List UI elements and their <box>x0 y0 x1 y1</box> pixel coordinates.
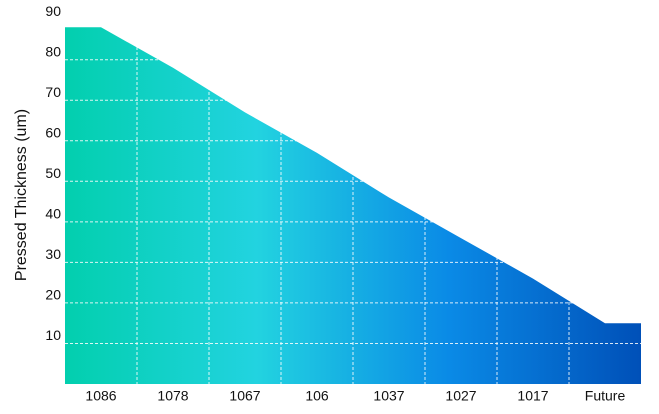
y-tick-label: 60 <box>45 124 61 140</box>
y-tick-label: 20 <box>45 287 61 303</box>
y-tick-label: 30 <box>45 246 61 262</box>
x-tick-label: 1078 <box>157 388 188 404</box>
x-tick-label: 1037 <box>373 388 404 404</box>
y-tick-label: 40 <box>45 206 61 222</box>
x-tick-label: 106 <box>305 388 329 404</box>
y-axis-label: Pressed Thickness (um) <box>13 109 30 281</box>
x-tick-label: 1086 <box>85 388 116 404</box>
y-tick-label: 10 <box>45 327 61 343</box>
area <box>65 27 641 384</box>
x-tick-label: Future <box>585 388 626 404</box>
y-tick-label: 70 <box>45 84 61 100</box>
y-tick-label: 50 <box>45 165 61 181</box>
x-tick-label: 1017 <box>517 388 548 404</box>
y-tick-label: 90 <box>45 3 61 19</box>
y-tick-label: 80 <box>45 43 61 59</box>
x-tick-label: 1027 <box>445 388 476 404</box>
x-tick-label: 1067 <box>229 388 260 404</box>
